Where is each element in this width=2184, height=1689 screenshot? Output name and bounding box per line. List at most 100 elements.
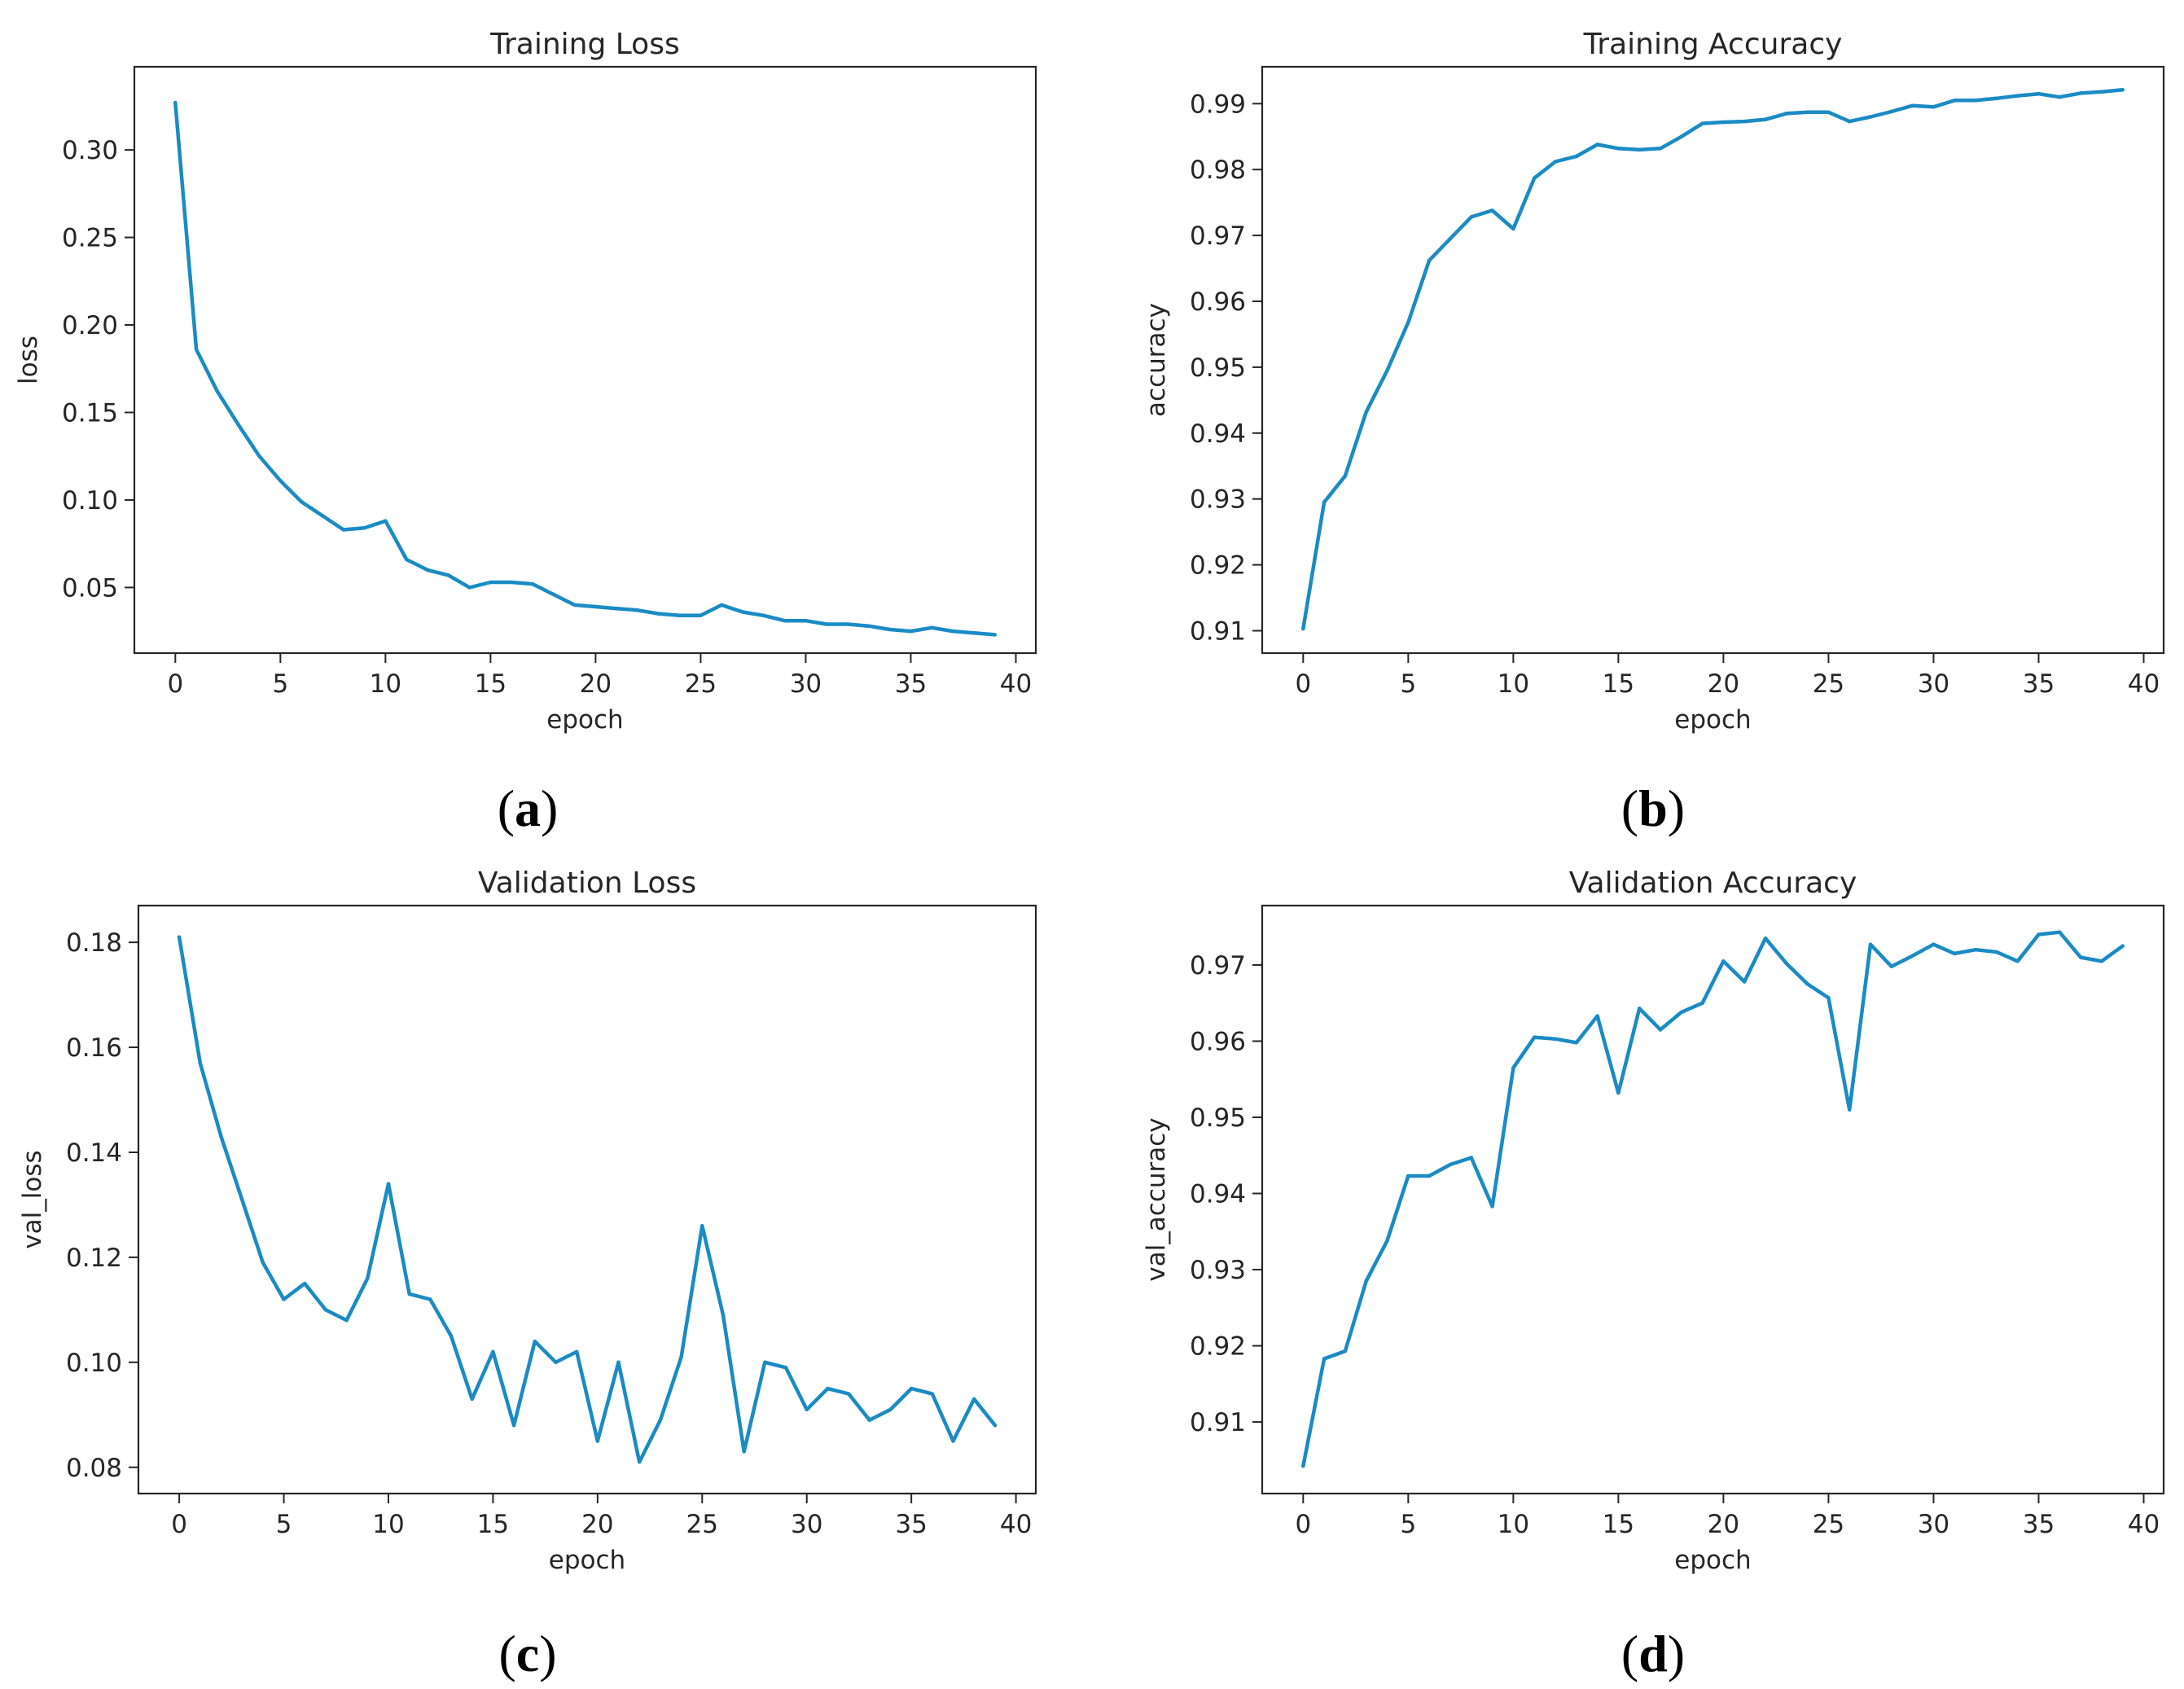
data-point [804, 619, 808, 623]
data-point [404, 557, 409, 562]
data-point [467, 586, 471, 590]
data-point [551, 592, 555, 597]
x-tick-label: 5 [272, 669, 288, 699]
data-point [511, 1423, 516, 1428]
data-point [1805, 110, 1809, 115]
chart-panel-c: Validation Loss 0 5 10 15 20 25 30 35 40 0.08 0.10 0… [18, 866, 1037, 1682]
data-point [763, 1360, 767, 1365]
data-point [282, 1297, 286, 1301]
y-tick-label: 0.96 [1190, 1027, 1246, 1056]
data-point [805, 1407, 809, 1412]
data-point [866, 624, 871, 628]
y-tick-label: 0.92 [1190, 551, 1246, 581]
data-point [1595, 1014, 1599, 1018]
data-point [1848, 119, 1852, 124]
data-point [574, 1349, 579, 1354]
data-point [320, 514, 325, 518]
y-tick-label: 0.05 [62, 573, 118, 603]
data-point [1889, 964, 1894, 969]
x-tick-label: 5 [1400, 669, 1416, 699]
x-tick-label: 20 [581, 1510, 613, 1539]
data-point [658, 1418, 663, 1422]
y-tick-label: 0.98 [1190, 156, 1246, 185]
data-point [1910, 954, 1914, 958]
data-point [1763, 117, 1768, 121]
data-point [971, 631, 976, 635]
data-point [1743, 119, 1747, 124]
chart-panel-a: Training Loss 0 5 10 15 20 25 30 35 40 0.05 0.10 0.1… [14, 28, 1037, 837]
data-point [720, 603, 724, 608]
data-point [1343, 474, 1348, 478]
data-point [1448, 236, 1453, 241]
y-tick-label: 0.15 [62, 398, 118, 428]
panel-caption: (c) [498, 1625, 556, 1682]
data-point [384, 519, 388, 523]
data-point [888, 627, 892, 632]
data-point [679, 1355, 683, 1359]
data-point [616, 1360, 621, 1365]
data-point [2015, 94, 2020, 98]
data-point [1679, 134, 1683, 138]
data-point [1385, 1239, 1389, 1243]
chart-title: Training Loss [489, 28, 679, 61]
caption-letter: b [1638, 779, 1668, 837]
data-point [1553, 1037, 1558, 1041]
data-point [740, 610, 745, 614]
data-point [2078, 955, 2083, 959]
data-point [678, 613, 682, 617]
data-point [1406, 320, 1410, 325]
data-point [909, 629, 913, 634]
x-tick-label: 30 [790, 669, 822, 699]
data-point [1637, 1007, 1642, 1011]
data-point [1427, 1174, 1432, 1178]
data-point [1721, 959, 1726, 963]
x-axis-label: epoch [549, 1546, 625, 1575]
y-axis-label: loss [14, 336, 43, 384]
chart-title: Validation Loss [478, 866, 696, 900]
panel-caption: (b) [1621, 779, 1685, 837]
plot-area-frame [1261, 65, 2165, 655]
caption-letter: d [1638, 1625, 1668, 1682]
data-point [2037, 91, 2041, 96]
data-point [1364, 1279, 1368, 1283]
data-point [1406, 1174, 1410, 1178]
y-tick-label: 0.08 [66, 1454, 122, 1483]
data-point [1721, 120, 1726, 125]
data-point [1490, 1204, 1494, 1209]
data-point [1994, 950, 1999, 954]
chart-panel-d: Validation Accuracy 0 5 10 15 20 25 30 35 40 0.91 0… [1142, 866, 2165, 1682]
x-tick-label: 15 [475, 669, 507, 699]
series-line-val_loss [177, 935, 998, 1464]
data-point [1532, 176, 1537, 180]
data-point [2120, 944, 2125, 948]
x-axis-label: epoch [546, 705, 623, 735]
data-point [1490, 208, 1494, 213]
data-point [909, 1386, 914, 1391]
data-point [1322, 500, 1327, 504]
data-point [930, 625, 934, 630]
data-point [1868, 942, 1873, 946]
y-tick-label: 0.93 [1190, 1256, 1246, 1285]
data-point [1827, 110, 1831, 115]
x-axis-label: epoch [1674, 705, 1751, 735]
x-tick-label: 40 [1000, 669, 1032, 699]
data-point [2058, 930, 2062, 934]
data-point [1848, 1108, 1852, 1112]
data-point [595, 1439, 600, 1443]
data-point [826, 1386, 830, 1391]
y-tick-label: 0.10 [66, 1349, 122, 1378]
x-tick-label: 15 [1603, 1510, 1634, 1539]
x-tick-label: 35 [895, 669, 927, 699]
data-point [1953, 99, 1957, 103]
data-point [656, 612, 661, 616]
data-point [1889, 109, 1894, 114]
data-point [1574, 154, 1578, 159]
y-axis-label: val_accuracy [1142, 1117, 1171, 1281]
data-point [1994, 96, 1999, 101]
data-point [509, 580, 514, 585]
data-point [530, 581, 535, 586]
x-tick-label: 30 [1918, 669, 1949, 699]
x-tick-label: 10 [370, 669, 401, 699]
data-point [341, 528, 345, 532]
data-point [1574, 1041, 1578, 1045]
